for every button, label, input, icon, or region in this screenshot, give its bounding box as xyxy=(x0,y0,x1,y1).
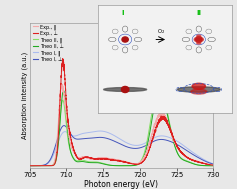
Circle shape xyxy=(121,86,129,93)
Ellipse shape xyxy=(192,83,205,89)
Legend: Exp., ‖, Exp., ⊥, Theo II, ‖, Theo II, ⊥, Theo I, ‖, Theo I, ⊥: Exp., ‖, Exp., ⊥, Theo II, ‖, Theo II, ⊥… xyxy=(32,24,65,62)
Ellipse shape xyxy=(194,37,203,42)
Circle shape xyxy=(196,37,202,42)
Ellipse shape xyxy=(191,89,207,94)
Ellipse shape xyxy=(197,42,201,44)
Text: II: II xyxy=(196,10,201,16)
Text: I: I xyxy=(121,10,124,16)
Circle shape xyxy=(122,37,128,42)
Ellipse shape xyxy=(177,87,220,92)
X-axis label: Photon energy (eV): Photon energy (eV) xyxy=(84,180,159,189)
Y-axis label: Absorption intensity (a.u.): Absorption intensity (a.u.) xyxy=(21,52,27,139)
Text: O$_2$: O$_2$ xyxy=(156,27,165,36)
Ellipse shape xyxy=(104,88,146,91)
Ellipse shape xyxy=(197,35,201,37)
